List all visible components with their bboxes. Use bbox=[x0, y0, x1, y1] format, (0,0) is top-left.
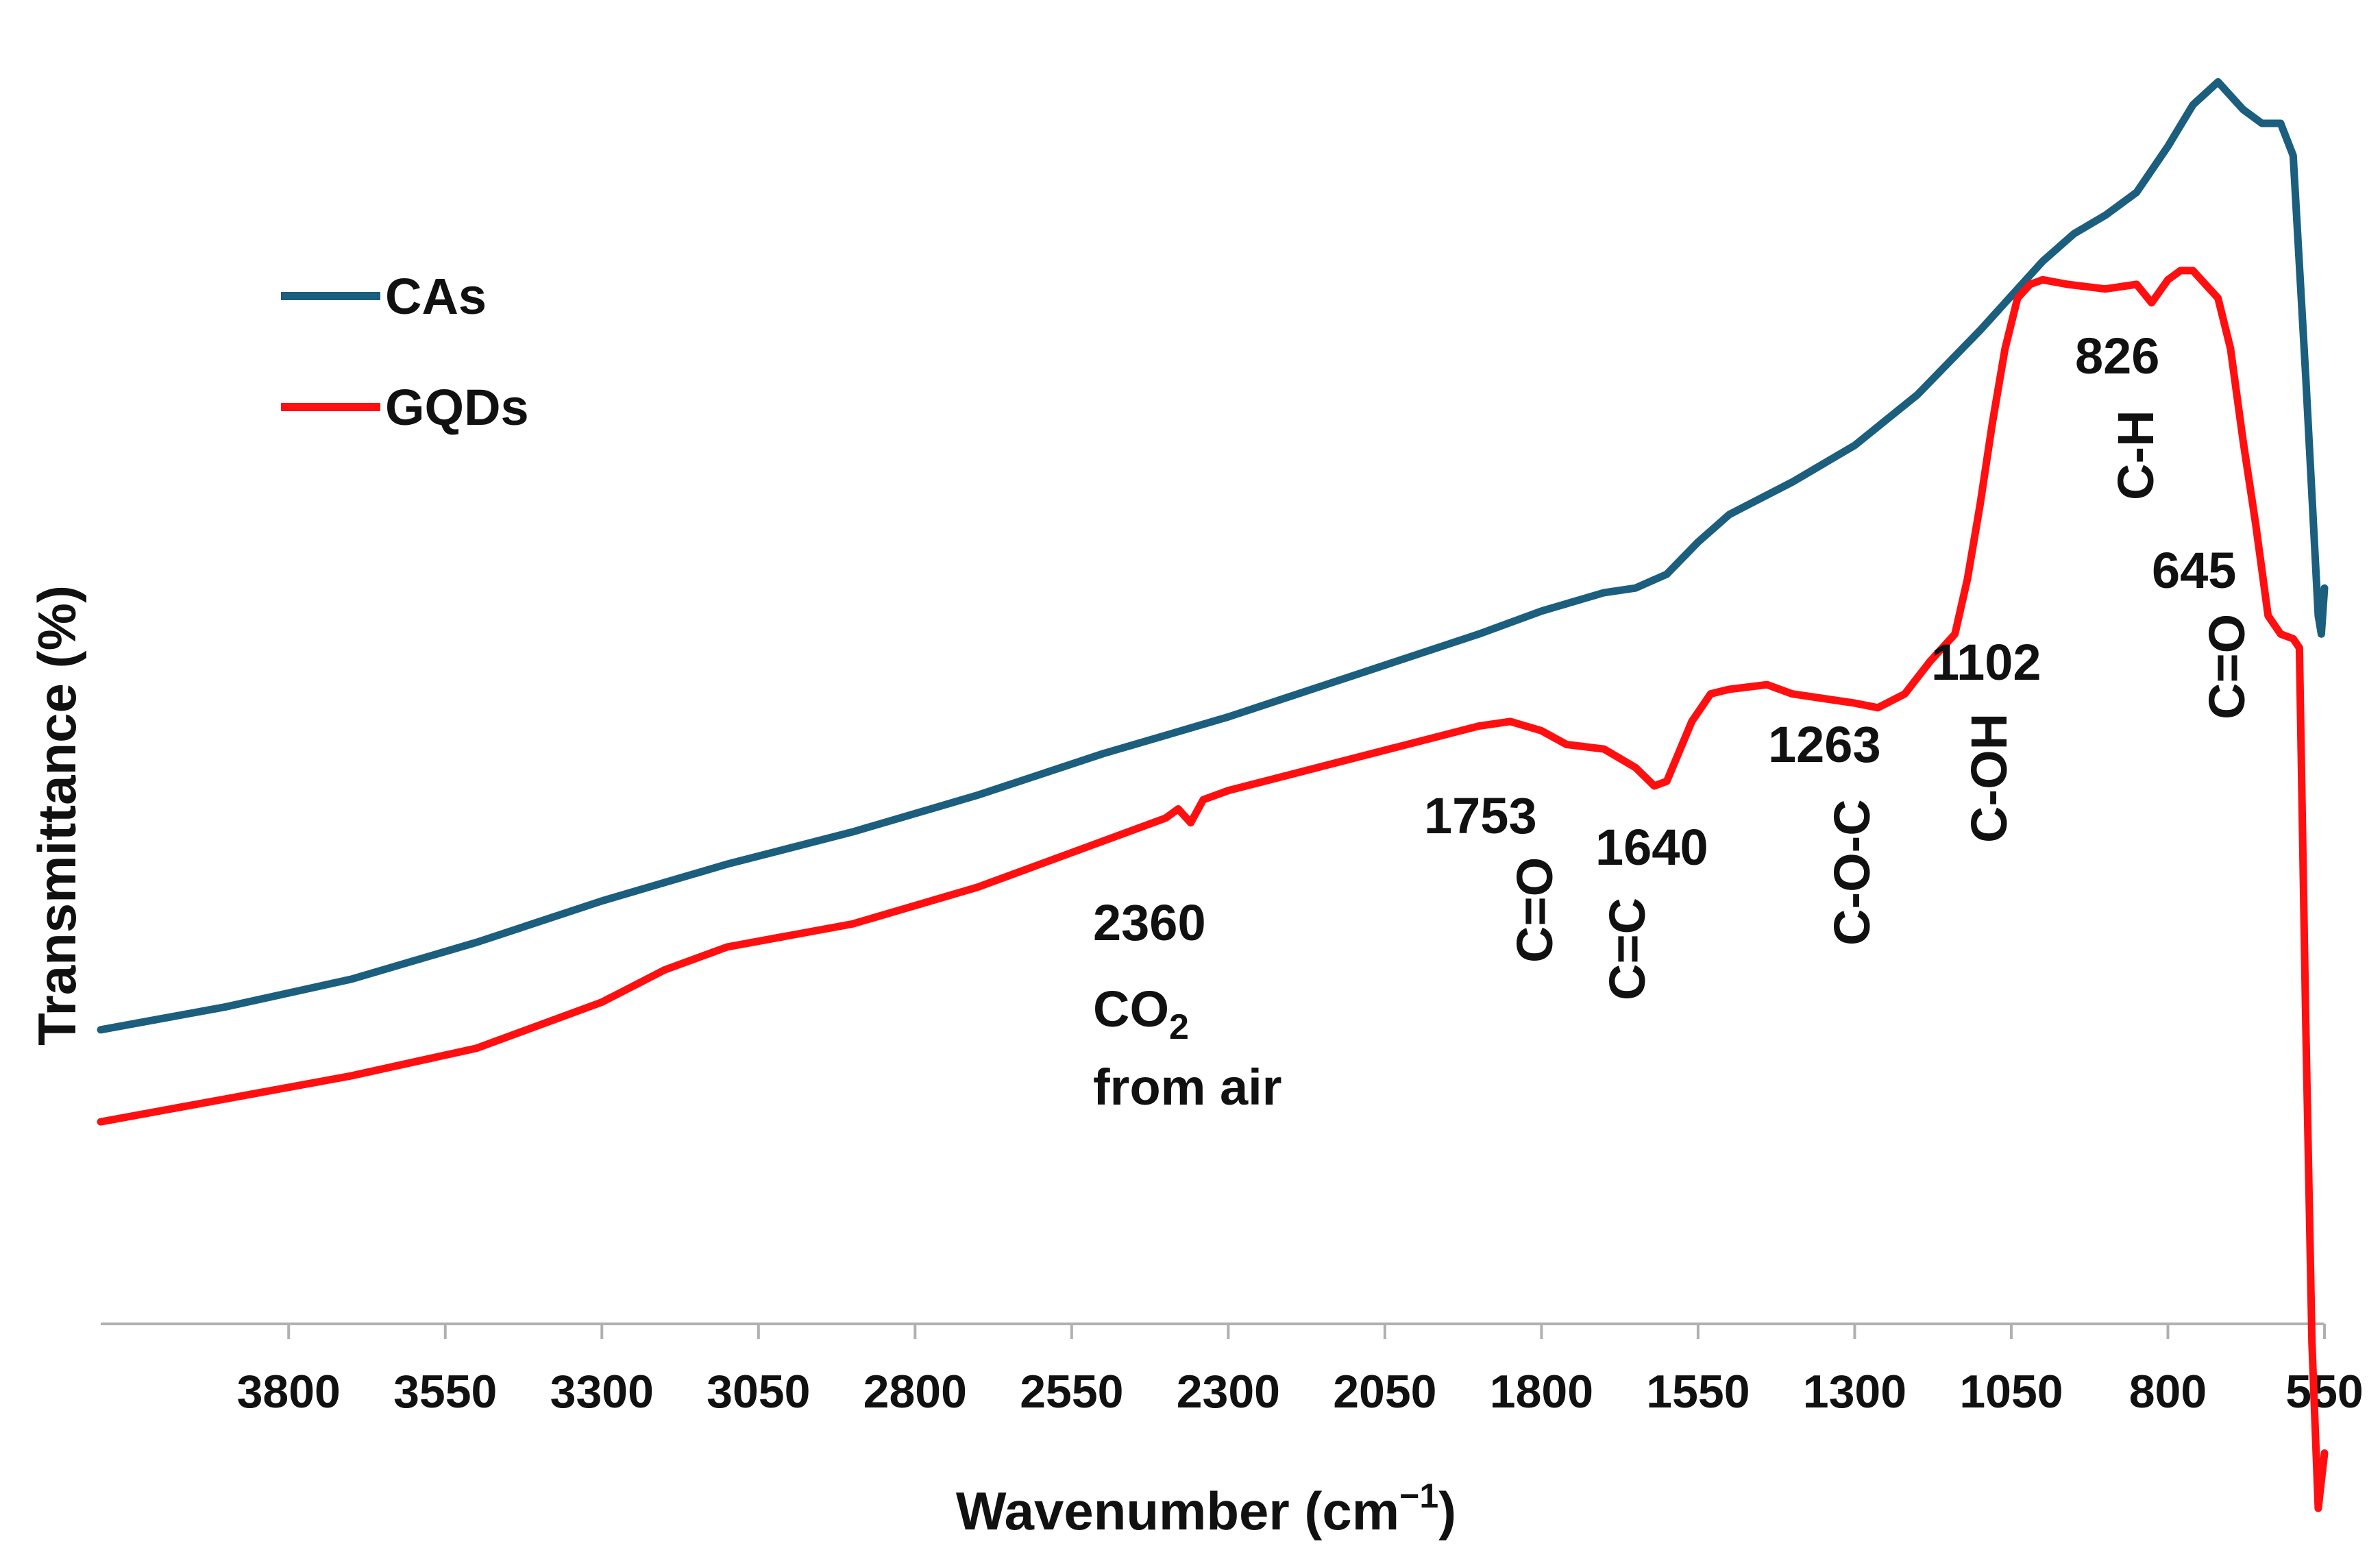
x-axis-title-close: ) bbox=[1438, 1481, 1456, 1541]
x-tick-label: 1800 bbox=[1490, 1366, 1593, 1418]
annotation-2360-number: 2360 bbox=[1093, 894, 1206, 951]
annotation-645-number: 645 bbox=[2152, 542, 2236, 599]
series-line-gqds bbox=[97, 267, 2329, 1512]
x-tick-label: 1050 bbox=[1959, 1366, 2063, 1418]
legend: CAs GQDs bbox=[281, 268, 529, 436]
annotation-1753-number: 1753 bbox=[1424, 787, 1537, 844]
x-axis-title: Wavenumber (cm−1) bbox=[956, 1477, 1456, 1541]
annotation-1263-group: C-O-C bbox=[1824, 799, 1880, 946]
x-tick-label: 2550 bbox=[1020, 1366, 1123, 1418]
x-tick-label: 2050 bbox=[1333, 1366, 1436, 1418]
series-group bbox=[97, 78, 2329, 1512]
x-tick-label: 550 bbox=[2285, 1366, 2363, 1418]
x-axis-title-sup: −1 bbox=[1399, 1477, 1438, 1515]
annotation-2360-co2: CO2 bbox=[1093, 981, 1189, 1047]
x-tick-label: 2800 bbox=[863, 1366, 967, 1418]
annotation-1102-group: C-OH bbox=[1961, 713, 2017, 843]
legend-label-cas: CAs bbox=[385, 268, 487, 325]
legend-label-gqds: GQDs bbox=[385, 379, 529, 436]
annotation-2360-co2-sub: 2 bbox=[1169, 1007, 1189, 1047]
y-axis-title: Transmittance (%) bbox=[27, 585, 87, 1046]
annotations: 2360 CO2 from air 1753 C=O 1640 C=C 1263… bbox=[1093, 328, 2255, 1116]
annotation-1640-number: 1640 bbox=[1595, 819, 1708, 876]
annotation-2360-from-air: from air bbox=[1093, 1059, 1282, 1116]
x-tick-label: 800 bbox=[2129, 1366, 2207, 1418]
annotation-826-number: 826 bbox=[2075, 328, 2159, 384]
annotation-1102-number: 1102 bbox=[1931, 634, 2041, 691]
annotation-1263-number: 1263 bbox=[1768, 716, 1881, 773]
x-tick-label: 3300 bbox=[550, 1366, 654, 1418]
x-axis-ticks: 3800 3550 3300 3050 2800 2550 2300 2050 1800 1550… bbox=[237, 1324, 2364, 1418]
annotation-645-group: C=O bbox=[2198, 614, 2255, 719]
annotation-2360-co2-base: CO bbox=[1093, 981, 1169, 1037]
x-tick-label: 3550 bbox=[393, 1366, 497, 1418]
annotation-1640-group: C=C bbox=[1599, 898, 1656, 1000]
series-line-cas bbox=[97, 78, 2329, 1034]
x-axis-title-base: Wavenumber (cm bbox=[956, 1481, 1399, 1541]
annotation-1753-group: C=O bbox=[1506, 857, 1563, 963]
x-tick-label: 2300 bbox=[1177, 1366, 1280, 1418]
x-tick-label: 3800 bbox=[237, 1366, 341, 1418]
x-tick-label: 1550 bbox=[1646, 1366, 1750, 1418]
x-tick-label: 1300 bbox=[1803, 1366, 1906, 1418]
annotation-826-group: C-H bbox=[2107, 410, 2164, 500]
x-tick-label: 3050 bbox=[707, 1366, 810, 1418]
